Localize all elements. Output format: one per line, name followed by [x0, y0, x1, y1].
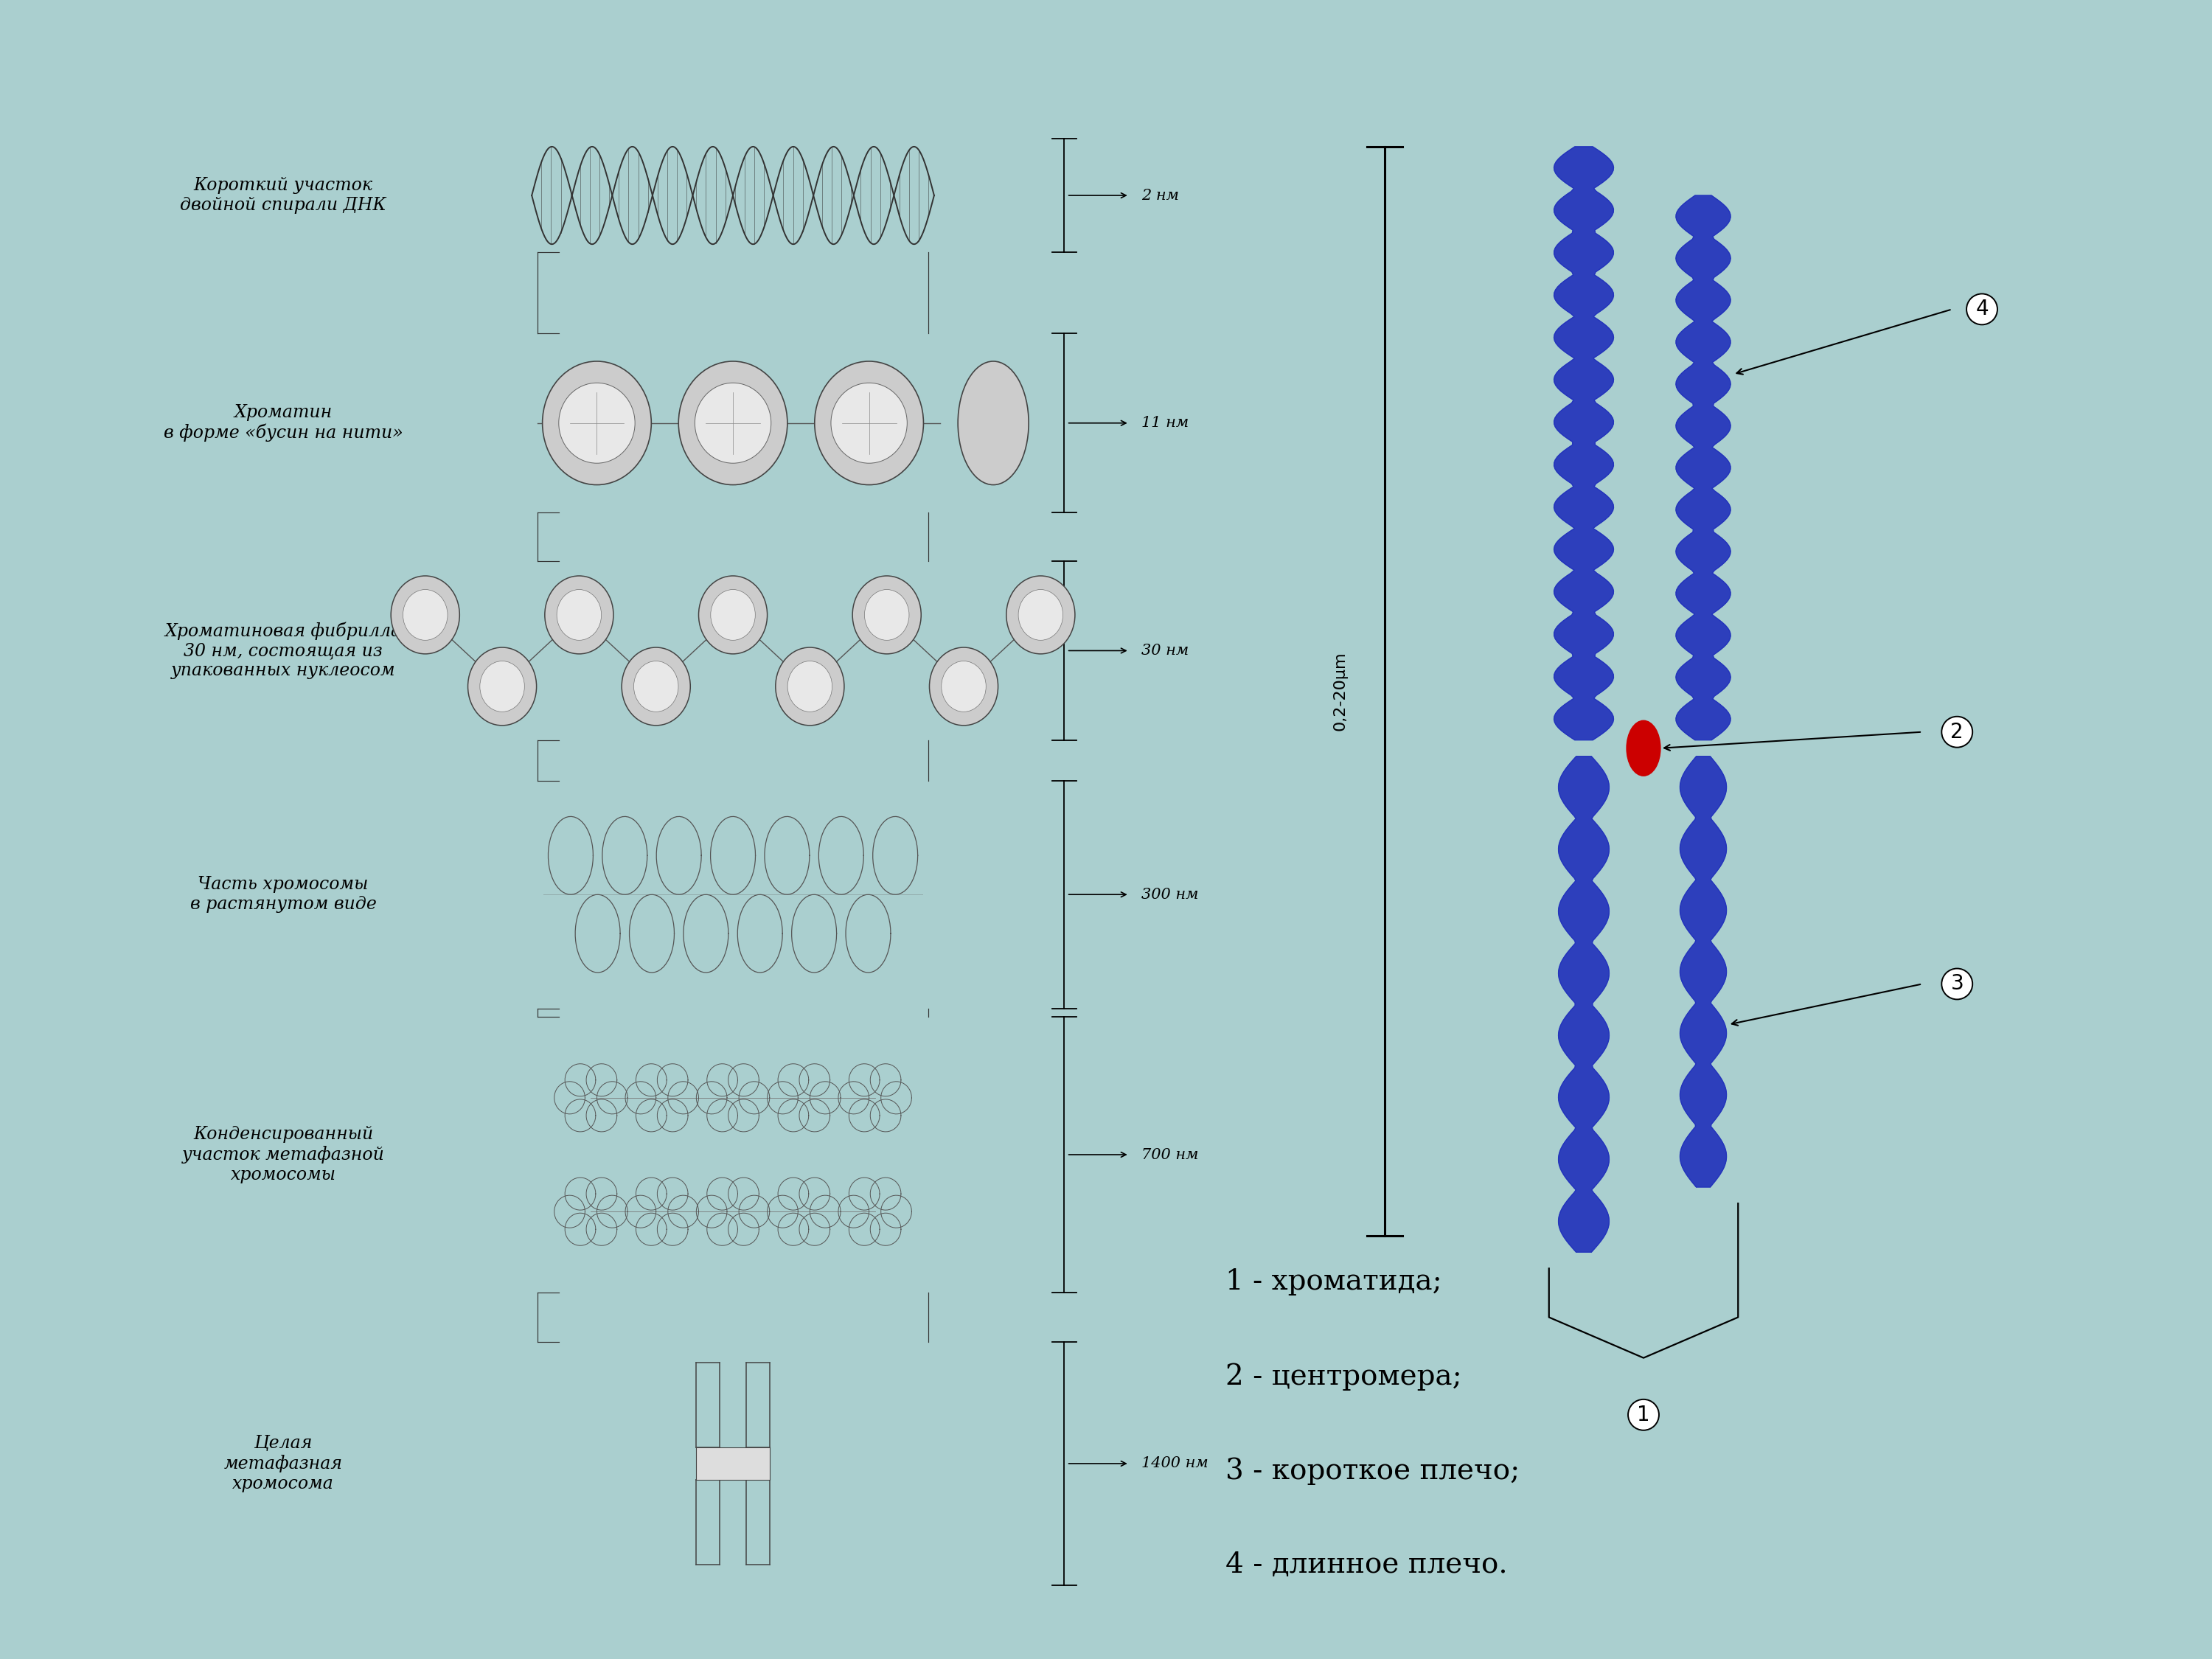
Ellipse shape: [699, 576, 768, 654]
Ellipse shape: [695, 383, 772, 463]
Text: 3 - короткое плечо;: 3 - короткое плечо;: [1225, 1457, 1520, 1485]
Polygon shape: [1679, 757, 1728, 1188]
Ellipse shape: [403, 589, 447, 640]
Text: 1400 нм: 1400 нм: [1141, 1457, 1208, 1470]
Ellipse shape: [480, 660, 524, 712]
Ellipse shape: [392, 576, 460, 654]
Text: Хроматин
в форме «бусин на нити»: Хроматин в форме «бусин на нити»: [164, 405, 403, 441]
Ellipse shape: [633, 660, 679, 712]
Ellipse shape: [710, 589, 754, 640]
Ellipse shape: [1018, 589, 1064, 640]
Polygon shape: [1677, 196, 1730, 740]
Ellipse shape: [787, 660, 832, 712]
Ellipse shape: [865, 589, 909, 640]
Ellipse shape: [469, 647, 538, 725]
Ellipse shape: [542, 362, 650, 484]
Polygon shape: [1559, 757, 1608, 1253]
Text: Целая
метафазная
хромосома: Целая метафазная хромосома: [223, 1435, 343, 1491]
Circle shape: [1626, 720, 1661, 776]
Text: 3: 3: [1951, 974, 1964, 994]
Bar: [697, 1447, 770, 1480]
Text: 30 нм: 30 нм: [1141, 644, 1188, 657]
Ellipse shape: [679, 362, 787, 484]
Text: 1 - хроматида;: 1 - хроматида;: [1225, 1269, 1442, 1296]
Ellipse shape: [1006, 576, 1075, 654]
Text: 300 нм: 300 нм: [1141, 888, 1199, 901]
Text: 2: 2: [1951, 722, 1964, 742]
Text: 11 нм: 11 нм: [1141, 416, 1188, 430]
Text: 0,2-20μm: 0,2-20μm: [1332, 652, 1347, 732]
Ellipse shape: [557, 589, 602, 640]
Text: 2 - центромера;: 2 - центромера;: [1225, 1362, 1462, 1390]
Ellipse shape: [852, 576, 920, 654]
Ellipse shape: [929, 647, 998, 725]
Text: Часть хромосомы
в растянутом виде: Часть хромосомы в растянутом виде: [190, 876, 376, 912]
Text: 1: 1: [1637, 1405, 1650, 1425]
Ellipse shape: [622, 647, 690, 725]
Text: 4: 4: [1975, 299, 1989, 320]
Polygon shape: [1555, 146, 1613, 740]
Text: 700 нм: 700 нм: [1141, 1148, 1199, 1161]
Ellipse shape: [832, 383, 907, 463]
Ellipse shape: [942, 660, 987, 712]
Text: 4 - длинное плечо.: 4 - длинное плечо.: [1225, 1551, 1509, 1579]
Ellipse shape: [814, 362, 922, 484]
Ellipse shape: [560, 383, 635, 463]
Text: Конденсированный
участок метафазной
хромосомы: Конденсированный участок метафазной хром…: [181, 1126, 385, 1183]
Ellipse shape: [776, 647, 845, 725]
Text: Короткий участок
двойной спирали ДНК: Короткий участок двойной спирали ДНК: [179, 178, 387, 214]
Ellipse shape: [544, 576, 613, 654]
Text: 2 нм: 2 нм: [1141, 189, 1179, 202]
Ellipse shape: [958, 362, 1029, 484]
Text: Хроматиновая фибрилла
30 нм, состоящая из
упакованных нуклеосом: Хроматиновая фибрилла 30 нм, состоящая и…: [166, 622, 403, 679]
